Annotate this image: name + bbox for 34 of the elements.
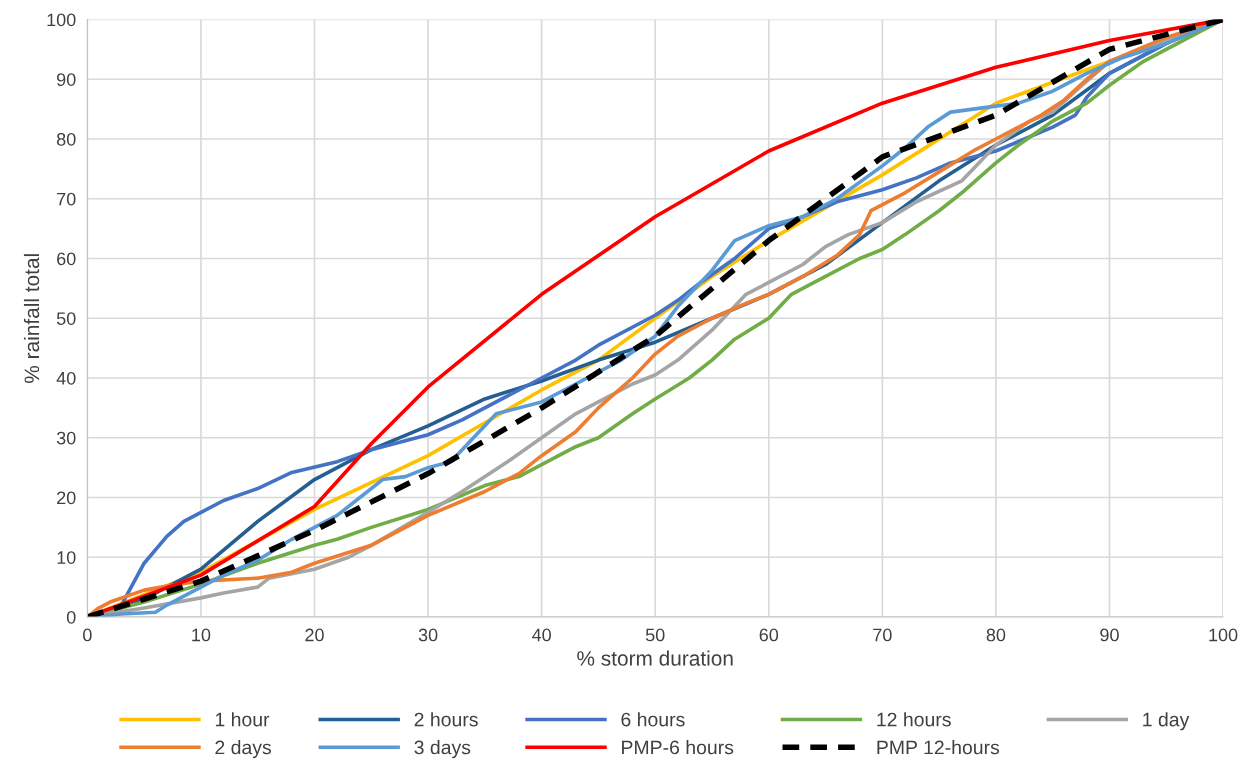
y-tick-label: 40	[56, 371, 76, 385]
x-tick-label: 100	[1209, 628, 1238, 642]
x-axis-title: % storm duration	[577, 650, 733, 666]
y-tick-label: 10	[57, 551, 76, 564]
y-tick-label: 70	[57, 192, 76, 206]
line-series	[87, 19, 1224, 617]
legend-label: 1 hour	[215, 712, 270, 727]
legend-label: PMP-6 hours	[622, 740, 734, 755]
x-tick-label: 10	[192, 628, 211, 642]
y-tick-label: 100	[47, 13, 76, 27]
legend-label: 12 hours	[877, 712, 951, 727]
legend-label: 1 day	[1143, 712, 1190, 731]
x-tick-label: 50	[645, 628, 665, 642]
y-tick-label: 60	[57, 252, 76, 266]
legend-label: 6 hours	[621, 712, 685, 727]
x-tick-label: 60	[759, 628, 779, 642]
y-tick-label: 50	[56, 312, 76, 325]
y-axis-title: % rainfall total	[23, 254, 40, 383]
y-tick-label: 80	[56, 132, 76, 146]
x-tick-label: 30	[418, 628, 438, 642]
y-tick-label: 0	[66, 610, 76, 624]
y-tick-label: 90	[57, 73, 76, 86]
legend-label: PMP 12-hours	[877, 740, 1000, 755]
x-tick-label: 90	[1100, 628, 1119, 642]
legend-label: 3 days	[414, 740, 471, 759]
x-tick-label: 70	[873, 628, 892, 642]
legend-label: 2 hours	[414, 712, 478, 727]
y-tick-label: 30	[56, 431, 76, 445]
x-tick-label: 40	[532, 628, 551, 642]
x-tick-label: 0	[83, 628, 92, 642]
x-tick-label: 80	[986, 628, 1006, 642]
y-tick-label: 20	[57, 491, 76, 505]
legend-label: 2 days	[215, 740, 272, 759]
x-tick-label: 20	[305, 628, 324, 642]
